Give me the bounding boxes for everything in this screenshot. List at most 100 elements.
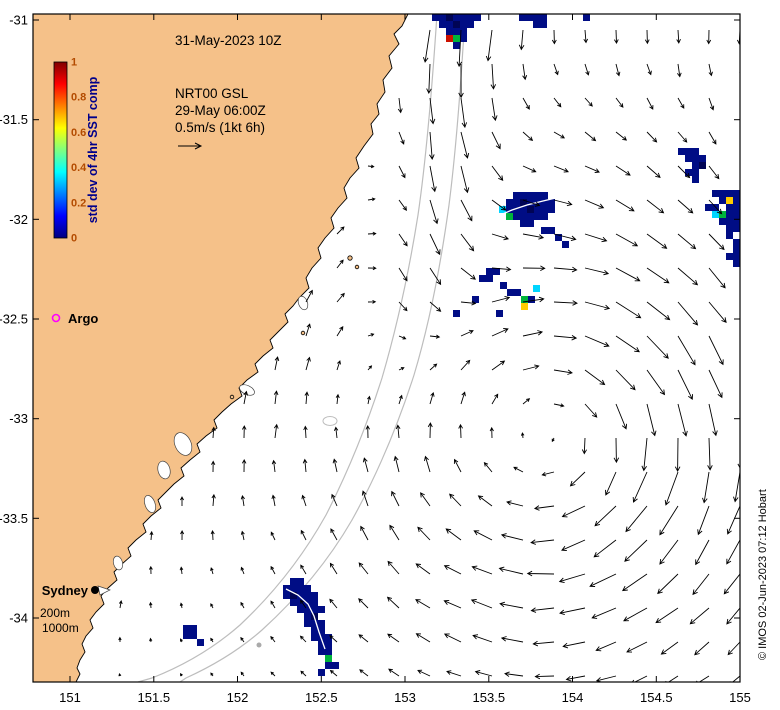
current-vector-arrow	[702, 471, 710, 504]
sst-cell	[432, 14, 439, 21]
sst-cell	[541, 206, 548, 213]
current-vector-arrow	[615, 267, 641, 282]
current-vector-arrow	[367, 266, 377, 271]
current-vector-arrow	[491, 328, 509, 337]
sst-cell	[460, 28, 467, 35]
sst-cell	[733, 246, 740, 253]
current-vector-arrow	[500, 636, 524, 643]
sst-cell	[318, 620, 325, 627]
current-vector-arrow	[708, 335, 724, 366]
sst-cell	[183, 632, 190, 639]
current-vector-arrow	[518, 29, 525, 51]
current-vector-arrow	[553, 199, 573, 207]
current-vector-arrow	[513, 466, 524, 473]
argo-label: Argo	[68, 311, 98, 326]
current-vector-arrow	[522, 165, 537, 173]
current-vector-arrow	[593, 539, 617, 558]
current-vector-arrow	[584, 335, 610, 347]
x-tick-label: 154	[562, 690, 584, 705]
sst-cell	[472, 296, 479, 303]
current-vector-arrow	[240, 601, 245, 609]
current-vector-arrow	[541, 471, 555, 477]
sst-cell	[304, 606, 311, 613]
current-vector-arrow	[559, 607, 586, 616]
sst-cell	[290, 585, 297, 592]
sst-cell	[540, 21, 547, 28]
current-vector-arrow	[530, 607, 555, 613]
current-vector-arrow	[240, 671, 245, 677]
sst-cell	[533, 21, 540, 28]
current-vector-arrow	[210, 672, 214, 677]
current-vector-arrow	[733, 471, 740, 503]
current-vector-arrow	[473, 530, 493, 541]
current-vector-arrow	[388, 668, 400, 677]
current-vector-arrow	[429, 363, 438, 371]
sst-cell	[726, 211, 733, 218]
argo-float-marker	[51, 313, 61, 323]
current-vector-arrow	[359, 669, 369, 677]
sst-cell	[513, 206, 520, 213]
sst-cell	[453, 35, 460, 42]
contour-closed-loop	[322, 416, 338, 426]
current-vector-arrow	[551, 29, 557, 45]
current-vector-arrow	[522, 97, 530, 110]
sst-cell	[726, 190, 733, 197]
sst-cell	[541, 199, 548, 206]
current-vector-arrow	[584, 267, 610, 276]
current-vector-arrow	[460, 329, 474, 337]
plot-frame	[32, 13, 741, 683]
current-vector-arrow	[333, 426, 339, 439]
sst-cell	[548, 206, 555, 213]
sst-cell	[479, 275, 486, 282]
current-vector-arrow	[695, 539, 710, 566]
current-vector-arrow	[460, 199, 473, 222]
sst-cell	[507, 289, 514, 296]
current-vector-arrow	[362, 457, 369, 473]
current-vector-arrow	[422, 29, 431, 63]
x-tick-label: 155	[729, 690, 751, 705]
lagoon	[239, 384, 255, 396]
current-vector-arrow	[677, 199, 694, 214]
colorbar-tick-labels: 1 0.8 0.6 0.4 0.2 0	[71, 57, 87, 245]
sst-cell	[311, 606, 318, 613]
coastal-lagoons	[97, 295, 309, 596]
y-tick-label: -31	[9, 13, 28, 28]
model-time-label: 29-May 06:00Z	[175, 103, 266, 118]
sst-cell	[513, 192, 520, 199]
current-vector-arrow	[553, 335, 578, 341]
current-vector-arrow	[613, 437, 620, 464]
current-vector-arrow	[615, 301, 642, 319]
current-vector-arrow	[708, 301, 727, 324]
sst-cell	[692, 176, 699, 183]
current-vector-arrow	[470, 599, 493, 609]
sst-cell	[533, 285, 540, 292]
current-vector-arrow	[708, 233, 725, 251]
sst-cell	[311, 634, 318, 641]
current-vector-arrow	[677, 97, 685, 109]
current-vector-arrow	[305, 323, 311, 337]
current-vector-arrow	[210, 530, 215, 541]
current-vector-arrow	[584, 165, 600, 173]
current-vector-arrow	[443, 565, 462, 575]
current-vector-arrow	[526, 570, 555, 577]
current-vector-arrow	[460, 359, 471, 371]
sst-cell	[318, 641, 325, 648]
current-vector-arrow	[243, 390, 249, 405]
current-vector-arrow	[553, 165, 570, 173]
current-vector-arrow	[429, 334, 441, 339]
current-vector-arrow	[677, 165, 691, 179]
sst-cell	[699, 162, 706, 169]
current-vector-arrow	[646, 233, 668, 249]
current-vector-arrow	[615, 233, 639, 247]
current-vector-arrow	[498, 566, 524, 575]
sst-cell	[541, 192, 548, 199]
current-vector-arrow	[530, 539, 555, 545]
sst-cell	[453, 42, 460, 49]
current-vector-arrow	[358, 634, 369, 643]
current-vector-arrow	[456, 29, 463, 68]
current-vector-arrow	[489, 426, 494, 439]
current-vector-arrow	[584, 97, 593, 107]
current-vector-arrow	[623, 607, 648, 622]
sst-cell	[297, 578, 304, 585]
